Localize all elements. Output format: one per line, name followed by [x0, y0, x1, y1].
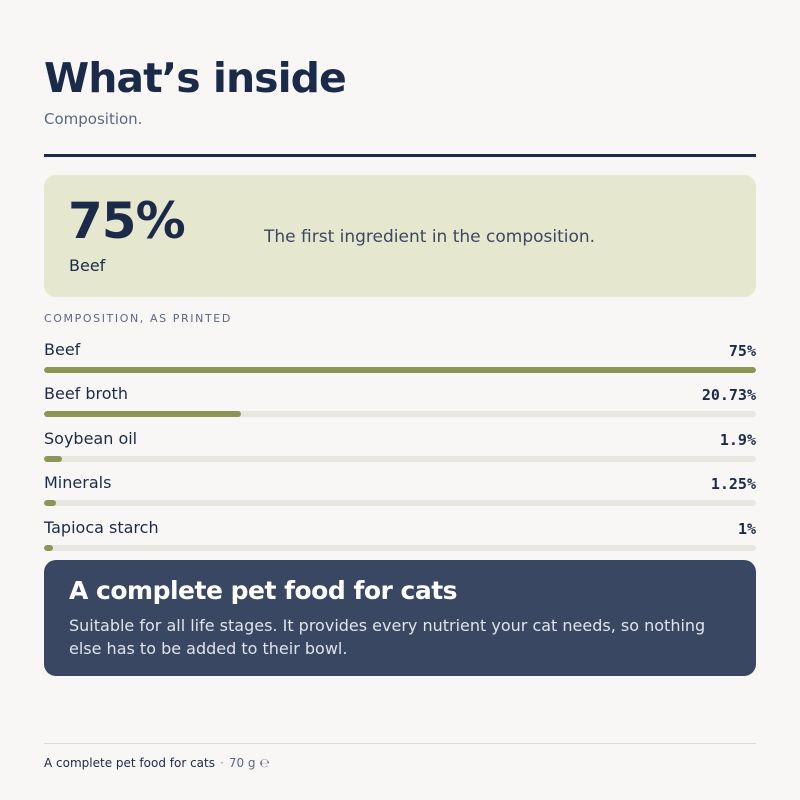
header-divider — [44, 154, 756, 157]
ingredient-percentage: 75% — [728, 342, 756, 360]
composition-row: Beef broth 20.73% — [44, 383, 756, 427]
page-subtitle: Composition. — [44, 110, 143, 128]
composition-row: Minerals 1.25% — [44, 472, 756, 516]
highlight-description: The first ingredient in the composition. — [264, 227, 596, 247]
composition-row: Beef 75% — [44, 339, 756, 383]
composition-heading: COMPOSITION, AS PRINTED — [44, 312, 232, 325]
ingredient-bar-fill — [44, 545, 54, 551]
ingredient-name: Beef — [44, 340, 81, 359]
page-title: What’s inside — [44, 54, 347, 102]
ingredient-percentage: 1.25% — [710, 475, 756, 493]
ingredient-bar-fill — [44, 411, 241, 417]
footer: A complete pet food for cats · 70 g ℮ — [44, 755, 270, 771]
ingredient-percentage: 1% — [737, 520, 756, 538]
footer-divider — [44, 743, 756, 744]
ingredient-percentage: 20.73% — [701, 386, 756, 404]
footer-product: A complete pet food for cats — [44, 756, 215, 770]
ingredient-bar-track — [44, 367, 756, 373]
ingredient-bar-track — [44, 411, 756, 417]
ingredient-bar-track — [44, 456, 756, 462]
callout-title: A complete pet food for cats — [69, 576, 458, 605]
highlight-percentage: 75% — [68, 192, 186, 250]
ingredient-bar-track — [44, 545, 756, 551]
ingredient-name: Minerals — [44, 473, 112, 492]
ingredient-name: Soybean oil — [44, 429, 138, 448]
ingredient-bar-fill — [44, 500, 56, 506]
composition-row: Soybean oil 1.9% — [44, 428, 756, 472]
ingredient-name: Tapioca starch — [44, 518, 159, 537]
ingredient-bar-fill — [44, 367, 756, 373]
callout-text: Suitable for all life stages. It provide… — [69, 616, 706, 658]
highlight-ingredient: Beef — [69, 256, 106, 275]
ingredient-name: Beef broth — [44, 384, 128, 403]
footer-separator: · — [219, 756, 224, 770]
composition-row: Tapioca starch 1% — [44, 517, 756, 561]
footer-net-weight: 70 g ℮ — [228, 756, 270, 770]
highlight-card: 75% Beef The first ingredient in the com… — [44, 175, 756, 297]
ingredient-bar-fill — [44, 456, 63, 462]
ingredient-percentage: 1.9% — [719, 431, 756, 449]
complete-food-callout: A complete pet food for cats Suitable fo… — [44, 560, 756, 676]
ingredient-bar-track — [44, 500, 756, 506]
